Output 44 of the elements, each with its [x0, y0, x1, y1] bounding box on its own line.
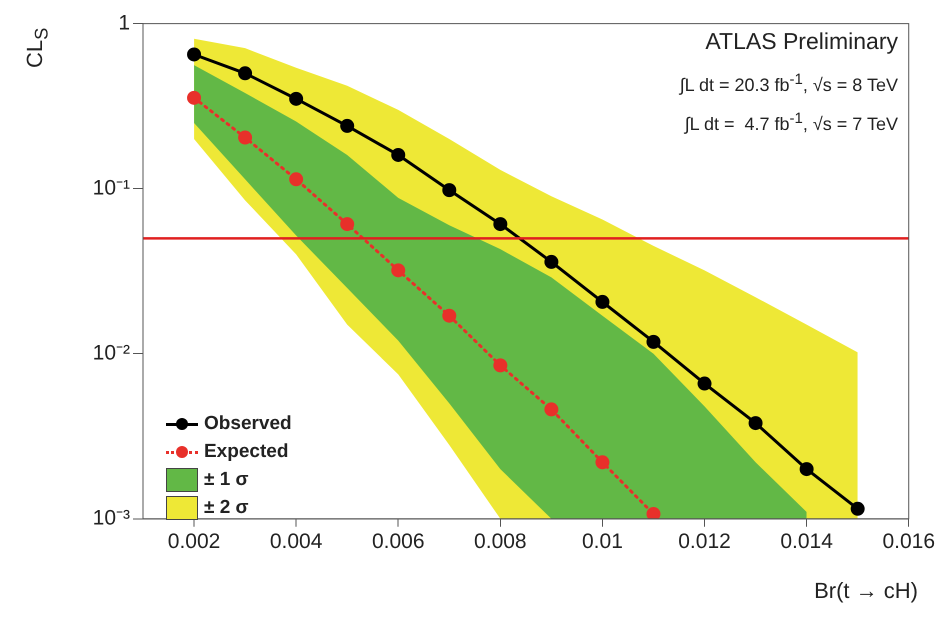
- x-tick-label: 0.01: [582, 530, 623, 554]
- point: [544, 254, 558, 269]
- point: [340, 118, 354, 133]
- point: [698, 376, 712, 391]
- x-axis-title: Br(t → cH): [814, 578, 918, 604]
- point: [187, 47, 202, 62]
- point: [391, 263, 406, 278]
- point: [646, 506, 660, 519]
- legend-label: ± 1 σ: [204, 469, 249, 491]
- point: [442, 308, 456, 323]
- annotation: ATLAS Preliminary: [704, 28, 898, 55]
- point: [391, 148, 406, 162]
- point: [187, 90, 202, 105]
- x-tick-label: 0.008: [474, 530, 527, 554]
- point: [442, 183, 456, 198]
- y-tick-label: 1: [118, 11, 130, 34]
- point: [748, 416, 763, 430]
- y-tick-label: 10⁻¹: [92, 176, 130, 200]
- point: [595, 455, 610, 470]
- x-tick-label: 0.016: [882, 530, 936, 554]
- point: [289, 172, 304, 186]
- point: [493, 358, 508, 372]
- y-tick-label: 10⁻³: [92, 506, 130, 530]
- legend-label: ± 2 σ: [204, 497, 249, 519]
- point: [595, 294, 610, 309]
- point: [800, 462, 814, 476]
- point: [850, 502, 865, 516]
- y-tick-label: 10⁻²: [92, 342, 130, 365]
- point: [493, 217, 508, 232]
- point: [544, 402, 558, 416]
- legend-label: Observed: [204, 413, 292, 435]
- x-tick-label: 0.006: [372, 530, 425, 554]
- point: [289, 92, 304, 106]
- annotation: ∫L dt = 20.3 fb$^{-1}$, √s = 8 TeV: [680, 71, 898, 96]
- point: [238, 130, 252, 145]
- point: [646, 334, 660, 349]
- annotation: ∫L dt = 4.7 fb$^{-1}$, √s = 7 TeV: [682, 110, 898, 135]
- x-tick-label: 0.014: [780, 530, 834, 554]
- legend-label: Expected: [204, 441, 288, 463]
- point: [340, 217, 354, 232]
- x-tick-label: 0.012: [678, 530, 731, 554]
- x-tick-label: 0.002: [168, 530, 220, 554]
- point: [238, 66, 252, 80]
- x-tick-label: 0.004: [270, 530, 323, 554]
